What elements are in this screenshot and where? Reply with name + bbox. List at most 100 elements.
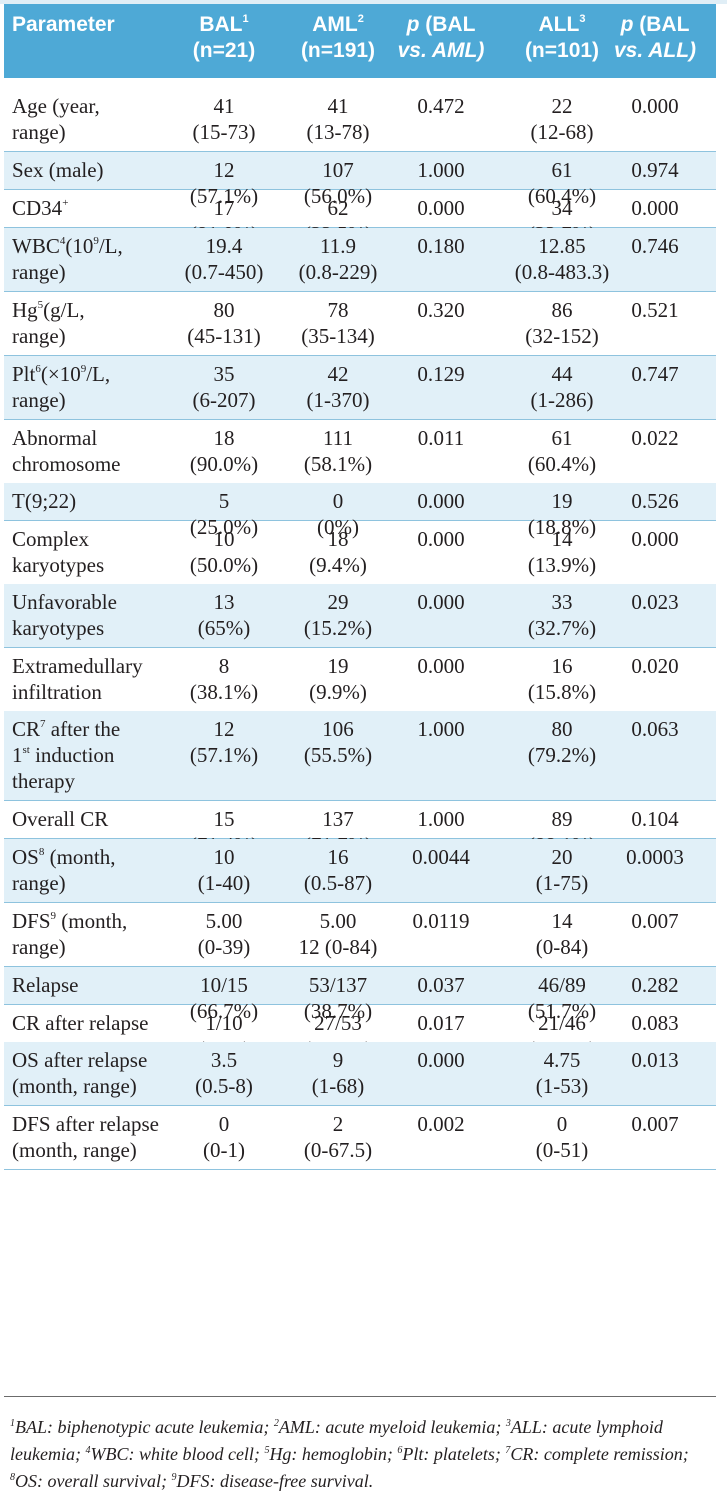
cell-bal: 10 (50.0%)	[189, 527, 259, 577]
row-parameter: Abnormal chromosome	[12, 426, 121, 476]
cell-aml: 11.9 (0.8-229)	[298, 234, 378, 284]
header-p-bal-vs-aml: p (BAL vs. AML)	[397, 13, 485, 62]
table-row: DFS after relapse (month, range) 0 (0-1) 2 (0…	[4, 1106, 716, 1170]
cell-p-bal-vs-all: 0.521	[631, 298, 679, 322]
cell-all: 16 (15.8%)	[527, 654, 597, 704]
row-parameter: CD34+	[12, 196, 69, 220]
cell-p-bal-vs-aml: 0.129	[417, 362, 465, 386]
cell-bal: 10 (1-40)	[197, 845, 251, 895]
row-parameter: Complex karyotypes	[12, 527, 105, 577]
table-row: CR after relapse1/10(10%)27/53(50.9%)0.0…	[4, 1005, 716, 1061]
table-row: Sex (male) 12 (57.1%) 107 (56.0%) 1.000 61 (60.…	[4, 152, 716, 208]
cell-p-bal-vs-all: 0.007	[631, 909, 679, 933]
cell-p-bal-vs-all: 0.020	[631, 654, 679, 678]
table-row: CD34+17(81.0%)62(32.5%)0.00034(33.7%)0.0…	[4, 190, 716, 246]
cell-p-bal-vs-aml: 0.000	[417, 654, 465, 678]
row-parameter: T(9;22)	[12, 489, 77, 513]
cell-bal: 80 (45-131)	[187, 298, 261, 348]
table-row: CR7 after the 1st induction therapy 12 (57.1…	[4, 711, 716, 801]
header-parameter: Parameter	[12, 13, 115, 36]
table-row: Plt6(×109/L, range) 35 (6-207) 42 (1-370) 0.12…	[4, 356, 716, 420]
row-parameter: OS after relapse (month, range)	[12, 1048, 148, 1098]
cell-p-bal-vs-aml: 0.472	[417, 94, 465, 118]
row-parameter: DFS9 (month, range)	[12, 909, 128, 959]
table-row: WBC4(109/L, range) 19.4 (0.7-450) 11.9 (0.8-2…	[4, 228, 716, 292]
cell-p-bal-vs-all: 0.083	[631, 1011, 679, 1035]
row-parameter: Plt6(×109/L, range)	[12, 362, 111, 412]
cell-all: 0 (0-51)	[535, 1112, 589, 1162]
footer-divider	[4, 1396, 716, 1397]
cell-aml: 29 (15.2%)	[303, 590, 373, 640]
cell-aml: 41 (13-78)	[306, 94, 370, 144]
cell-all: 80 (79.2%)	[527, 717, 597, 767]
cell-all: 44 (1-286)	[530, 362, 594, 412]
cell-p-bal-vs-aml: 0.0044	[412, 845, 470, 869]
cell-all: 14 (13.9%)	[527, 527, 597, 577]
row-parameter: Hg5(g/L, range)	[12, 298, 85, 348]
cell-p-bal-vs-all: 0.023	[631, 590, 679, 614]
cell-p-bal-vs-all: 0.0003	[626, 845, 684, 869]
cell-p-bal-vs-aml: 0.000	[417, 527, 465, 551]
cell-p-bal-vs-aml: 0.000	[417, 1048, 465, 1072]
cell-all: 46/89 (51.7%)	[527, 973, 597, 1023]
cell-p-bal-vs-all: 0.104	[631, 807, 679, 831]
cell-all: 86 (32-152)	[525, 298, 599, 348]
row-parameter: Relapse	[12, 973, 79, 997]
cell-p-bal-vs-all: 0.013	[631, 1048, 679, 1072]
footnote: 1BAL: biphenotypic acute leukemia; 2AML:…	[10, 1417, 689, 1491]
table-row: Age (year, range) 41 (15-73) 41 (13-78) 0.472 2…	[4, 88, 716, 152]
cell-p-bal-vs-all: 0.000	[631, 196, 679, 220]
table-row: Overall CR15(71.4%)137(71.7%)1.00089(88.…	[4, 801, 716, 857]
cell-aml: 0 (0%)	[317, 489, 359, 539]
cell-p-bal-vs-all: 0.746	[631, 234, 679, 258]
cell-all: 4.75 (1-53)	[535, 1048, 589, 1098]
cell-bal: 13 (65%)	[197, 590, 251, 640]
row-parameter: Extramedullary infiltration	[12, 654, 143, 704]
row-parameter: WBC4(109/L, range)	[12, 234, 123, 284]
cell-bal: 41 (15-73)	[192, 94, 256, 144]
cell-p-bal-vs-aml: 0.037	[417, 973, 465, 997]
table-header: Parameter BAL1 (n=21) AML2 (n=191) p (BA…	[4, 4, 716, 78]
row-parameter: CR7 after the 1st induction therapy	[12, 717, 121, 793]
row-parameter: CR after relapse	[12, 1011, 149, 1035]
cell-bal: 3.5 (0.5-8)	[195, 1048, 253, 1098]
cell-p-bal-vs-aml: 0.000	[417, 196, 465, 220]
cell-p-bal-vs-aml: 1.000	[417, 158, 465, 182]
cell-p-bal-vs-all: 0.526	[631, 489, 679, 513]
cell-aml: 16 (0.5-87)	[303, 845, 373, 895]
cell-bal: 8 (38.1%)	[189, 654, 259, 704]
cell-bal: 0 (0-1)	[203, 1112, 245, 1162]
cell-aml: 53/137 (38.7%)	[303, 973, 373, 1023]
cell-aml: 111 (58.1%)	[303, 426, 373, 476]
cell-all: 14 (0-84)	[535, 909, 589, 959]
table-row: DFS9 (month, range) 5.00 (0-39) 5.00 12 (0-84…	[4, 903, 716, 967]
row-parameter: Sex (male)	[12, 158, 104, 182]
header-aml: AML2 (n=191)	[300, 13, 376, 62]
row-parameter: Overall CR	[12, 807, 109, 831]
cell-p-bal-vs-all: 0.022	[631, 426, 679, 450]
cell-aml: 107 (56.0%)	[303, 158, 373, 208]
cell-bal: 5 (25.0%)	[189, 489, 259, 539]
cell-aml: 2 (0-67.5)	[303, 1112, 373, 1162]
cell-aml: 19 (9.9%)	[309, 654, 367, 704]
row-parameter: OS8 (month, range)	[12, 845, 116, 895]
cell-p-bal-vs-aml: 0.011	[417, 426, 465, 450]
cell-p-bal-vs-all: 0.000	[631, 94, 679, 118]
table-row: Hg5(g/L, range) 80 (45-131) 78 (35-134) 0.320 8…	[4, 292, 716, 356]
top-strip	[0, 0, 727, 4]
cell-bal: 10/15 (66.7%)	[189, 973, 259, 1023]
cell-p-bal-vs-all: 0.974	[631, 158, 679, 182]
cell-all: 33 (32.7%)	[527, 590, 597, 640]
table-row: OS after relapse (month, range) 3.5 (0.5-8)…	[4, 1042, 716, 1106]
cell-p-bal-vs-aml: 0.000	[417, 489, 465, 513]
cell-p-bal-vs-all: 0.007	[631, 1112, 679, 1136]
cell-p-bal-vs-all: 0.747	[631, 362, 679, 386]
table-body: Age (year, range) 41 (15-73) 41 (13-78) 0.472 2…	[4, 88, 716, 1170]
cell-aml: 78 (35-134)	[301, 298, 375, 348]
cell-all: 12.85 (0.8-483.3)	[514, 234, 610, 284]
cell-all: 61 (60.4%)	[527, 426, 597, 476]
cell-p-bal-vs-aml: 0.320	[417, 298, 465, 322]
header-p-bal-vs-all: p (BAL vs. ALL)	[613, 13, 697, 62]
cell-aml: 18 (9.4%)	[309, 527, 367, 577]
table-row: Abnormal chromosome 18 (90.0%) 111 (58.1%) 0.0…	[4, 420, 716, 483]
